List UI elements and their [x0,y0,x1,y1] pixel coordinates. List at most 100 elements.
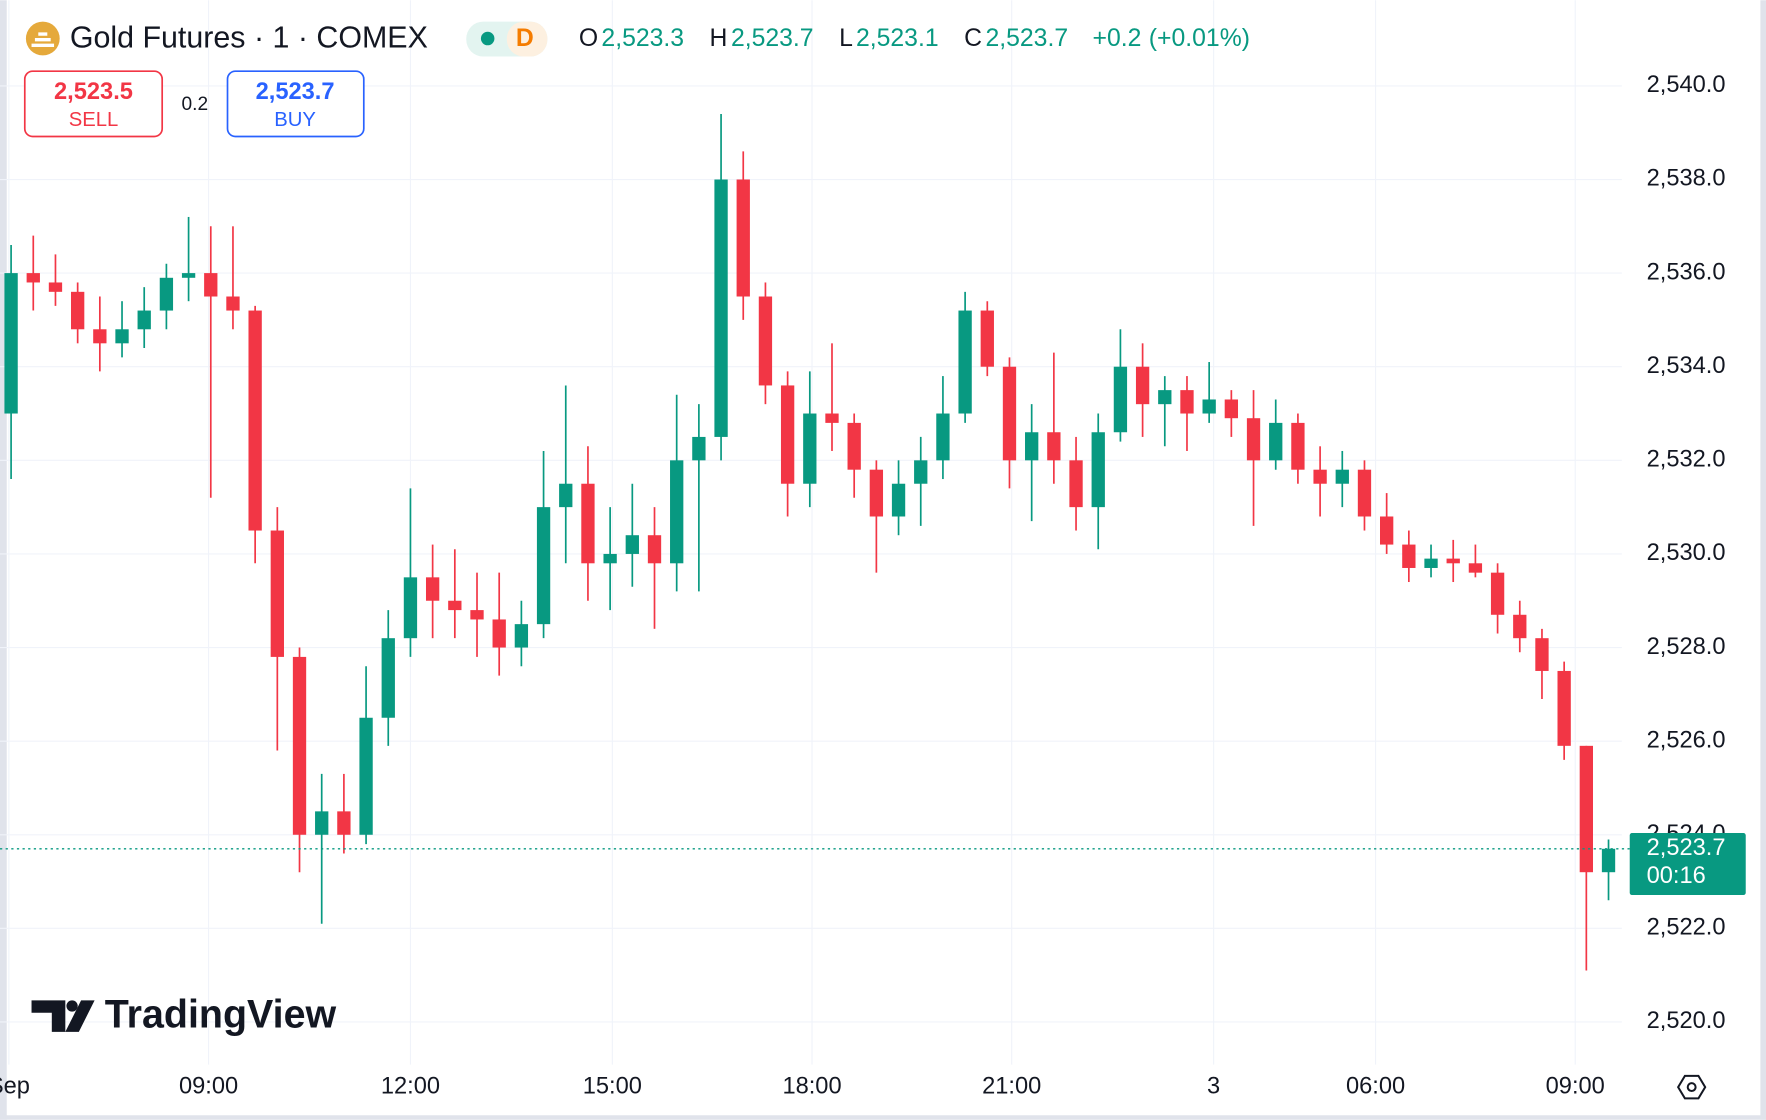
candle-body [1579,745,1593,873]
ohlc-value: 2,523.3 [601,25,684,52]
candle-body [248,310,262,531]
candle-body [1513,614,1527,639]
y-tick-label: 2,530.0 [1647,540,1726,566]
candle-body [70,291,85,330]
candle-body [204,273,218,297]
y-tick-label: 2,522.0 [1647,915,1726,941]
candle-body [914,460,928,484]
sell-label: SELL [69,109,119,131]
symbol-logo-mark [31,32,55,47]
change-percent: (+0.01%) [1149,25,1250,52]
candle-body [936,413,950,461]
settings-button[interactable] [1676,1074,1707,1100]
candle-body [692,436,706,461]
x-tick-label: 09:00 [1546,1073,1605,1099]
candle-body [470,610,484,620]
candle-body [1025,432,1039,461]
candle-body [736,179,750,297]
status-badge-right [506,21,548,57]
candle-body [758,296,773,386]
candle-body [1246,418,1261,461]
y-tick-label: 2,526.0 [1647,727,1726,753]
y-tick-label: 2,536.0 [1647,259,1726,285]
change: +0.2 [1092,25,1141,52]
y-tick-label: 2,534.0 [1647,353,1726,379]
header: Gold Futures · 1 · COMEX D O 2,523.3 H 2… [25,21,1250,57]
symbol-title[interactable]: Gold Futures · 1 · COMEX [70,21,428,55]
logo-shape [31,1000,66,1032]
left-edge [0,0,7,1120]
candle-body [359,717,373,835]
buy-label: BUY [274,109,316,131]
y-tick-label: 2,538.0 [1647,166,1726,192]
candle-body [1135,366,1150,405]
candle-body [425,577,440,601]
candles [4,113,1616,971]
buy-button[interactable]: 2,523.7 BUY [226,70,365,138]
candle-body [337,811,351,835]
y-tick-label: 2,532.0 [1647,447,1726,473]
candle-body [1468,563,1483,573]
candle-body [647,535,662,564]
settings-icon-center [1686,1082,1697,1093]
sell-button[interactable]: 2,523.5 SELL [23,70,164,138]
candle-body [1269,422,1283,461]
x-tick-label: 3 [1207,1073,1220,1099]
x-tick-label: 15:00 [583,1073,642,1099]
ohlc-value: 2,523.1 [856,25,939,52]
candle-body [714,179,728,437]
candle-body [26,273,40,283]
candle-body [1069,460,1083,508]
x-tick-label: 09:00 [179,1073,238,1099]
ohlc-key: L [839,25,853,52]
candle-body [670,460,684,564]
settings-icon[interactable] [1676,1074,1707,1100]
candle-body [1535,638,1549,671]
candle-body [4,273,18,414]
sell-button-frame[interactable] [23,70,164,138]
candle-body [1335,469,1349,484]
ohlc-value: 2,523.7 [731,25,814,52]
logo-dot [66,1000,78,1012]
logo-shape [65,1000,95,1032]
status-letter: D [516,25,534,52]
candle-body [381,638,395,718]
candle-body [93,329,107,344]
last-price-tag [1629,833,1746,895]
candle-body [1313,469,1327,484]
watermark: TradingView [31,993,337,1037]
candle-body [48,282,63,292]
candle-body [514,624,529,648]
x-tick-label: 18:00 [782,1073,841,1099]
ohlc-key: O [579,25,598,52]
candle-body [403,577,418,639]
candle-body [1002,366,1017,461]
candle-body [1091,432,1105,508]
candle-body [1291,422,1305,470]
x-tick-label: 06:00 [1346,1073,1405,1099]
spread: 0.2 [182,94,209,115]
candle-body [559,483,573,508]
candle-body [1224,399,1239,419]
candle-body [492,619,506,648]
candle-body [980,310,994,367]
last-price-label: 2,523.7 [1647,835,1726,861]
candle-body [1357,469,1372,517]
x-tick-label: 12:00 [381,1073,440,1099]
candle-body [1402,544,1416,568]
buy-button-frame[interactable] [226,70,365,138]
candle-body [270,530,284,657]
x-tick-label: 21:00 [982,1073,1041,1099]
candle-body [315,811,329,835]
candle-body [603,553,617,564]
countdown: 00:16 [1647,863,1706,889]
candle-body [1113,366,1128,433]
watermark-text: TradingView [105,993,337,1037]
candle-body [1158,390,1172,405]
candle-body [581,483,595,564]
candle-body [159,277,174,311]
candle-body [1490,572,1505,615]
